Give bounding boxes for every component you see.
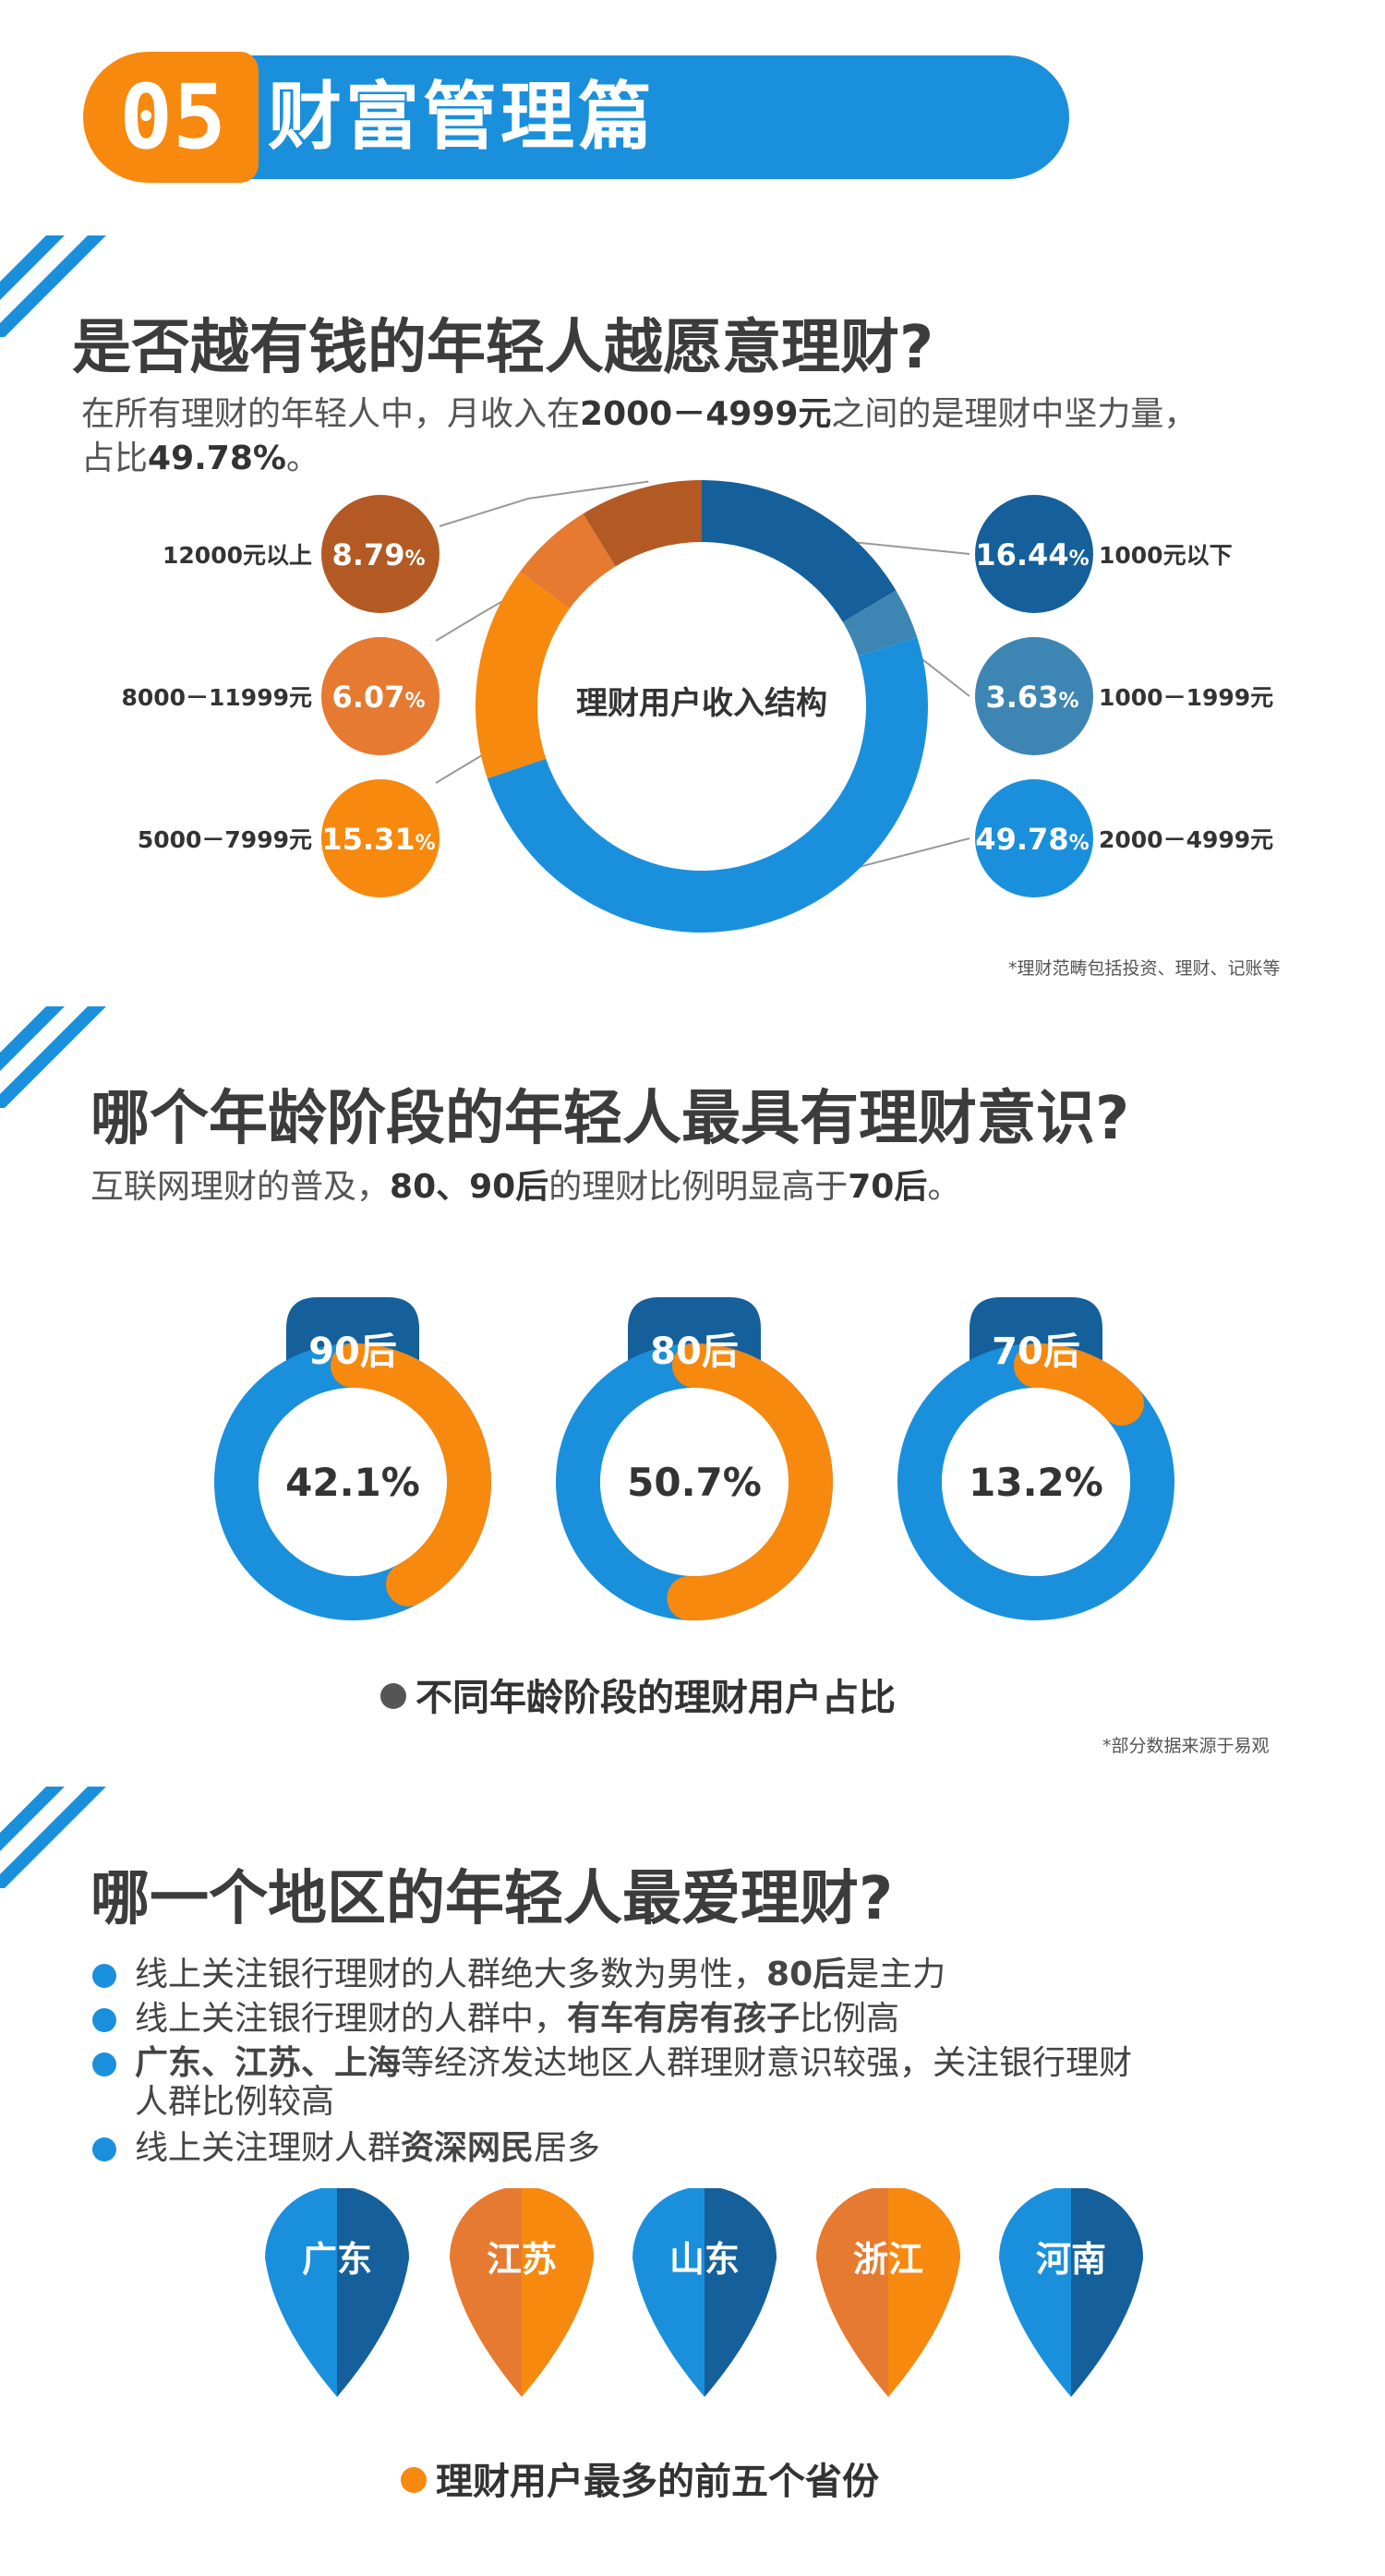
province-pins: 广东 江苏 山东 浙江 河南 (265, 2188, 1143, 2397)
income-connector-gt12000 (439, 480, 649, 527)
province-pin: 山东 (632, 2188, 777, 2397)
province-pin: 浙江 (816, 2188, 960, 2397)
province-label: 山东 (669, 2239, 740, 2280)
income-value-label-gt12000: 8.79% (332, 537, 426, 572)
bullet-dot (92, 2052, 116, 2076)
income-category-label-5000-7999: 5000－7999元 (138, 826, 312, 853)
age-value-label: 50.7% (627, 1460, 762, 1505)
income-category-label-gt12000: 12000元以上 (163, 542, 312, 569)
province-pin: 河南 (999, 2188, 1143, 2397)
bullet-item: 线上关注银行理财的人群绝大多数为男性，80后是主力 (92, 1956, 1200, 1994)
income-value-label-1000-1999: 3.63% (986, 680, 1079, 715)
section3-question: 哪一个地区的年轻人最爱理财? (90, 1865, 894, 1933)
income-category-label-lt1000: 1000元以下 (1099, 542, 1233, 569)
age-donut-charts: 90后 42.1% 80后 50.7% 70后 13.2% (214, 1297, 1174, 1620)
section2-subtitle: 互联网理财的普及，80、90后的理财比例明显高于70后。 (90, 1168, 961, 1206)
stripe-decoration (0, 1006, 106, 1108)
section3-caption: 理财用户最多的前五个省份 (401, 2451, 879, 2505)
income-bubble-8000-11999 (321, 637, 440, 755)
income-bubble-gt12000 (321, 495, 440, 613)
income-bubble-1000-1999 (975, 637, 1093, 755)
age-value-label: 13.2% (969, 1460, 1103, 1505)
section1-question: 是否越有钱的年轻人越愿意理财? (72, 314, 934, 382)
age-value-label: 42.1% (285, 1460, 420, 1505)
income-donut-chart: 理财用户收入结构 16.44% 1000元以下 3.63% 1000－1999元 49.… (121, 480, 1273, 933)
age-donut-1: 90后 42.1% (214, 1297, 491, 1620)
age-category-label: 80后 (650, 1330, 739, 1373)
province-label: 浙江 (853, 2239, 923, 2280)
age-ring-hole (942, 1388, 1130, 1576)
income-slice-gt12000 (583, 480, 702, 567)
income-bubbles: 16.44% 1000元以下 3.63% 1000－1999元 49.78% 2000－4… (121, 495, 1273, 897)
header-title: 财富管理篇 (268, 74, 656, 160)
bullet-item: 线上关注理财人群资深网民居多 (92, 2129, 1200, 2168)
header-number-badge (83, 52, 259, 183)
province-pin: 江苏 (450, 2188, 594, 2397)
header-number: 05 (119, 66, 226, 169)
income-ring (476, 480, 929, 933)
age-donut-3: 70后 13.2% (897, 1297, 1174, 1620)
age-donut-2: 80后 50.7% (556, 1297, 833, 1620)
bullet-item: 线上关注银行理财的人群中，有车有房有孩子比例高 (92, 2000, 1200, 2039)
bullet-dot (92, 2137, 116, 2161)
income-slice-2000-4999 (487, 637, 929, 933)
bullet-item: 广东、江苏、上海等经济发达地区人群理财意识较强，关注银行理财 人群比例较高 (92, 2044, 1200, 2122)
income-category-label-1000-1999: 1000－1999元 (1099, 684, 1273, 711)
age-category-label: 70后 (992, 1330, 1080, 1373)
income-slice-8000-11999 (520, 513, 616, 609)
province-pin: 广东 (265, 2188, 409, 2397)
income-bubble-2000-4999 (975, 779, 1093, 897)
income-slice-lt1000 (702, 480, 897, 622)
income-category-label-2000-4999: 2000－4999元 (1099, 826, 1273, 853)
income-value-label-lt1000: 16.44% (975, 537, 1089, 572)
income-value-label-2000-4999: 49.78% (975, 822, 1089, 857)
stripe-decoration (0, 235, 106, 337)
income-category-label-8000-11999: 8000－11999元 (121, 684, 312, 711)
age-arc-value (331, 1343, 491, 1607)
pin-shade (337, 2188, 409, 2397)
province-label: 江苏 (487, 2239, 557, 2280)
age-category-label: 90后 (308, 1330, 397, 1373)
age-arc-value (667, 1343, 833, 1620)
income-slice-5000-7999 (476, 572, 570, 779)
caption-bullet (380, 1683, 406, 1709)
section2-question: 哪个年龄阶段的年轻人最具有理财意识? (90, 1085, 1130, 1153)
section2-note: *部分数据来源于易观 (1102, 1736, 1270, 1756)
pin-shade (1071, 2188, 1143, 2397)
income-slice-1000-1999 (842, 590, 918, 656)
income-bubble-5000-7999 (321, 779, 440, 897)
section1-note: *理财范畴包括投资、理财、记账等 (1008, 958, 1281, 979)
province-label: 河南 (1036, 2239, 1106, 2280)
bullet-dot (92, 2008, 116, 2032)
pin-shade (705, 2188, 777, 2397)
age-arc-value (1014, 1343, 1144, 1426)
income-bubble-lt1000 (975, 495, 1093, 613)
age-ring-hole (259, 1388, 447, 1576)
income-value-label-5000-7999: 15.31% (321, 822, 435, 857)
pin-shade (522, 2188, 594, 2397)
section2-caption: 不同年龄阶段的理财用户占比 (380, 1667, 896, 1721)
province-label: 广东 (302, 2239, 372, 2280)
pin-shade (888, 2188, 960, 2397)
section1-subtitle: 在所有理财的年轻人中，月收入在2000－4999元之间的是理财中坚力量， 占比4… (81, 395, 1198, 477)
age-ring-hole (600, 1388, 789, 1576)
caption-bullet (401, 2467, 427, 2493)
income-chart-title: 理财用户收入结构 (576, 685, 827, 722)
bullet-dot (92, 1964, 116, 1988)
income-value-label-8000-11999: 6.07% (332, 680, 426, 715)
stripe-decoration (0, 1787, 106, 1888)
